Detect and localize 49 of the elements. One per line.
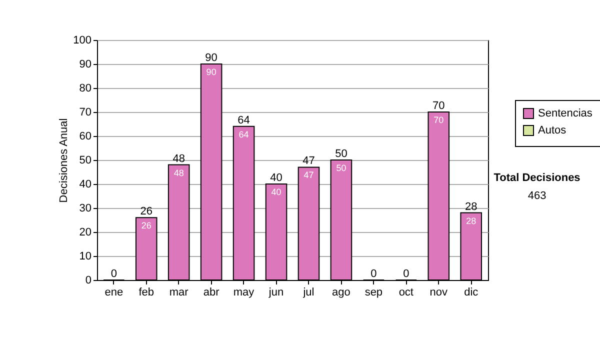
data-label: 47 (304, 170, 314, 180)
x-tick-label: ago (332, 286, 350, 298)
data-label: 90 (206, 67, 216, 77)
x-tick-label: ene (104, 286, 124, 298)
data-label: 26 (141, 220, 152, 231)
total-label: 0 (110, 268, 117, 280)
y-tick-label: 80 (79, 82, 92, 94)
x-tick-label: may (233, 286, 255, 298)
total-label: 70 (432, 100, 445, 112)
total-label: 47 (302, 155, 315, 168)
data-label: 28 (466, 216, 476, 226)
y-tick-label: 0 (85, 274, 92, 286)
data-label: 40 (271, 187, 282, 197)
data-label: 48 (174, 168, 184, 178)
total-label: 26 (140, 206, 152, 218)
y-tick-label: 10 (79, 250, 92, 262)
data-label: 64 (238, 129, 249, 140)
y-tick-label: 100 (73, 34, 92, 46)
total-label: 50 (335, 148, 348, 160)
x-tick-label: mar (169, 286, 189, 298)
legend-label: Sentencias (538, 108, 593, 120)
x-tick-label: jun (268, 286, 284, 298)
x-tick-label: jul (302, 286, 314, 298)
x-tick-label: abr (203, 286, 220, 298)
y-axis-title: Decisiones Anual (58, 118, 70, 203)
x-tick-label: oct (398, 286, 414, 298)
y-tick-label: 30 (79, 202, 92, 214)
x-tick-label: feb (138, 286, 154, 298)
data-label: 50 (336, 163, 346, 173)
total-label: 0 (370, 268, 377, 280)
total-label: 90 (205, 52, 218, 64)
y-tick-label: 40 (79, 178, 92, 190)
y-tick-label: 60 (79, 130, 92, 142)
y-tick-label: 20 (79, 226, 92, 238)
total-label: 64 (238, 114, 250, 126)
legend-label: Autos (538, 124, 567, 136)
x-tick-label: dic (464, 286, 479, 298)
total-label: 48 (172, 152, 185, 165)
x-tick-label: sep (364, 286, 383, 298)
y-tick-label: 90 (79, 58, 92, 70)
text: 463 (528, 190, 546, 202)
data-label: 70 (434, 115, 444, 125)
total-label: 0 (403, 268, 410, 280)
total-label: 28 (464, 200, 478, 213)
total-label: 40 (270, 172, 282, 184)
x-tick-label: nov (430, 286, 448, 298)
y-tick-label: 50 (79, 154, 92, 166)
y-tick-label: 70 (79, 106, 92, 118)
text: Total Decisiones (494, 172, 580, 184)
